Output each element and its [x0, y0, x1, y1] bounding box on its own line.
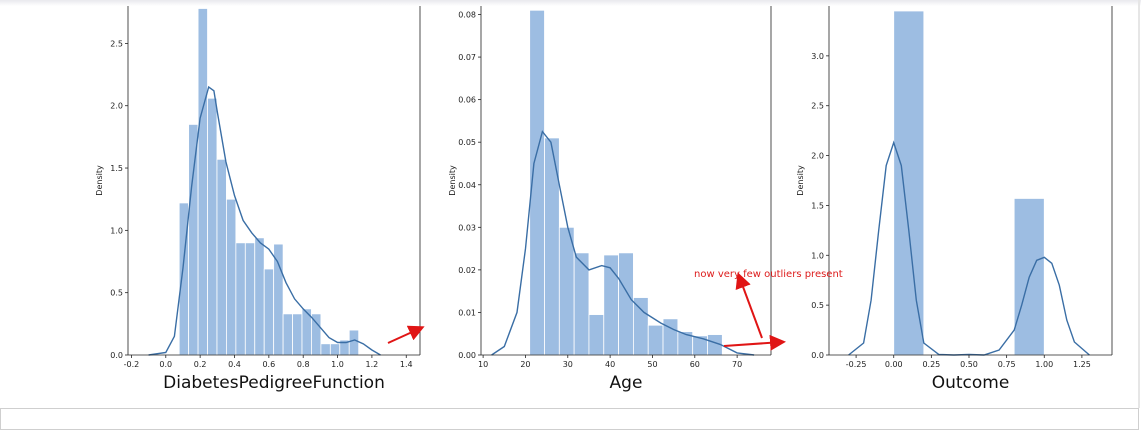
hist-bar [647, 324, 664, 356]
x-tick-label: 10 [478, 360, 488, 369]
hist-bar [633, 297, 649, 356]
x-tick-label: 0.2 [194, 360, 207, 369]
hist-bar [263, 268, 275, 356]
x-axis-label: DiabetesPedigreeFunction [163, 373, 385, 393]
arrow-to-dpf-tail [387, 325, 425, 344]
annotation-arrows [387, 272, 786, 351]
hist-bar [893, 10, 925, 356]
kde-line [148, 85, 381, 356]
y-tick-label: 0.03 [458, 223, 476, 232]
x-tick-label: 1.25 [1073, 360, 1091, 369]
distplot-age: 10 20 30 40 50 60 70 0.00 0.01 0.02 0.03 0.04 0.05 0.… [448, 6, 772, 393]
y-tick-label: 0.07 [458, 53, 476, 62]
x-tick-label: 0.00 [885, 360, 903, 369]
x-tick-label: 0.4 [228, 360, 241, 369]
y-axis-label: Density [95, 165, 104, 196]
hist-bar [273, 243, 284, 356]
hist-bar [588, 314, 605, 356]
y-tick-label: 1.0 [811, 251, 824, 260]
kde-line [491, 130, 755, 356]
notebook-scroll-edge [1138, 0, 1140, 408]
y-tick-label: 0.0 [110, 351, 123, 360]
hist-bar [244, 242, 256, 356]
hist-bar [292, 313, 303, 356]
x-tick-label: 0.8 [297, 360, 310, 369]
x-tick-label: 60 [690, 360, 700, 369]
y-tick-label: 1.0 [110, 226, 123, 235]
arrow-to-outcome [723, 334, 786, 351]
x-tick-label: 0.6 [262, 360, 275, 369]
x-axis-label: Outcome [932, 373, 1010, 393]
y-tick-label: 0.5 [811, 301, 824, 310]
figure-canvas: -0.2 0.0 0.2 0.4 0.6 0.8 1.0 1.2 1.40.00.51.01.5… [95, 6, 1113, 393]
x-tick-label: 1.4 [400, 360, 413, 369]
x-tick-label: 1.2 [366, 360, 379, 369]
distplot-diabetes-pedigree: -0.2 0.0 0.2 0.4 0.6 0.8 1.0 1.2 1.40.00.51.01.5… [95, 6, 421, 393]
hist-bar [329, 343, 341, 356]
x-tick-label: -0.25 [846, 360, 867, 369]
y-tick-label: 0.08 [458, 11, 476, 20]
y-tick-label: 0.05 [458, 138, 476, 147]
annotation-text: now very few outliers present [694, 269, 843, 280]
x-axis-label: Age [610, 373, 643, 393]
y-tick-label: 2.5 [811, 102, 824, 111]
hist-bar [235, 242, 246, 356]
hist-bar [188, 124, 199, 356]
x-tick-label: 1.00 [1035, 360, 1053, 369]
y-tick-label: 0.06 [458, 96, 476, 105]
hist-bar [216, 158, 227, 356]
x-tick-label: 30 [563, 360, 573, 369]
y-tick-label: 1.5 [811, 201, 824, 210]
hist-bar [320, 343, 331, 356]
notebook-top-band [0, 0, 1141, 6]
hist-bar [197, 8, 208, 356]
next-notebook-cell[interactable] [0, 408, 1139, 430]
y-tick-label: 2.0 [811, 152, 824, 161]
hist-bar [282, 313, 293, 356]
y-tick-label: 0.00 [458, 351, 476, 360]
distplot-outcome: -0.25 0.00 0.25 0.50 0.75 1.00 1.25 0.0 0.5 1.0 1.… [796, 6, 1113, 393]
arrow-up-to-note [735, 272, 763, 339]
x-tick-label: 50 [647, 360, 657, 369]
y-tick-label: 1.5 [110, 164, 123, 173]
x-tick-label: 0.0 [159, 360, 172, 369]
y-tick-label: 0.5 [110, 289, 123, 298]
x-tick-label: 1.0 [331, 360, 344, 369]
x-tick-label: 70 [732, 360, 742, 369]
hist-bar [254, 237, 265, 356]
x-tick-label: 0.75 [998, 360, 1016, 369]
y-axis-label: Density [448, 165, 457, 196]
hist-bar [311, 313, 322, 356]
y-tick-label: 2.5 [110, 39, 123, 48]
x-tick-label: -0.2 [124, 360, 140, 369]
y-axis-label: Density [796, 165, 805, 196]
x-tick-label: 20 [520, 360, 530, 369]
y-tick-label: 0.0 [811, 351, 824, 360]
hist-bar [662, 318, 679, 356]
y-tick-label: 0.01 [458, 308, 476, 317]
y-tick-label: 3.0 [811, 52, 824, 61]
hist-bar [558, 226, 575, 356]
hist-bar [618, 252, 634, 356]
y-tick-label: 0.04 [458, 181, 476, 190]
x-tick-label: 40 [605, 360, 615, 369]
hist-bar [226, 198, 237, 356]
x-tick-label: 0.25 [922, 360, 940, 369]
y-tick-label: 2.0 [110, 102, 123, 111]
kde-line [848, 140, 1090, 356]
hist-bar [207, 97, 218, 356]
x-tick-label: 0.50 [960, 360, 978, 369]
hist-bar [348, 329, 360, 356]
y-tick-label: 0.02 [458, 266, 476, 275]
